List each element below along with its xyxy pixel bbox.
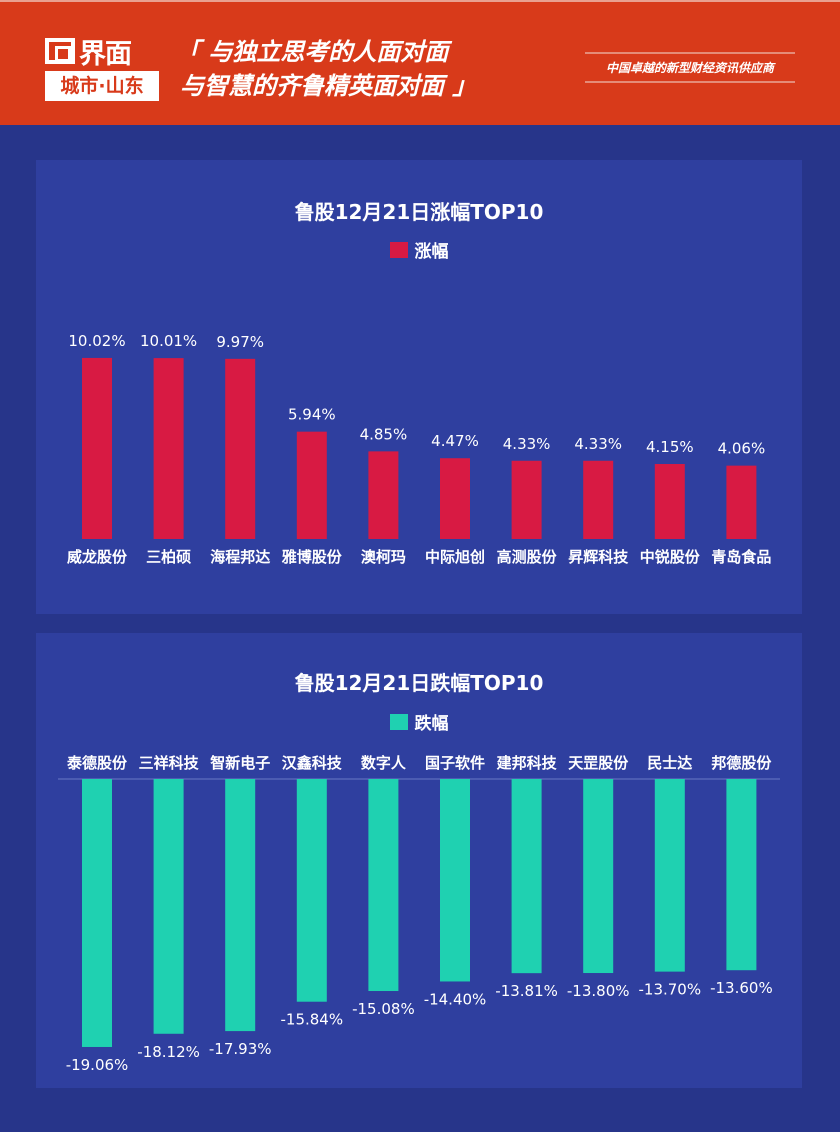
category-label: 澳柯玛 (361, 548, 406, 566)
data-label: 4.33% (574, 435, 622, 453)
bar (726, 465, 757, 539)
bar (440, 779, 470, 982)
category-label: 青岛食品 (711, 548, 771, 566)
bar (654, 464, 685, 539)
data-label: 10.01% (140, 332, 197, 350)
loss-chart-title: 鲁股12月21日跌幅TOP10 (294, 671, 544, 695)
data-label: 4.85% (360, 425, 408, 443)
category-label: 中锐股份 (640, 548, 701, 566)
data-label: -18.12% (137, 1043, 200, 1061)
data-label: -13.81% (495, 982, 558, 1000)
bar (296, 431, 327, 539)
category-label: 三祥科技 (139, 754, 200, 772)
bar (583, 779, 614, 974)
data-label: 10.02% (68, 332, 125, 350)
category-label: 天罡股份 (568, 754, 629, 772)
legend-swatch (389, 241, 408, 258)
data-label: -14.40% (424, 990, 487, 1008)
data-label: -19.06% (66, 1056, 129, 1074)
category-label: 建邦科技 (497, 754, 558, 772)
data-label: -13.70% (638, 981, 701, 999)
bar (654, 779, 685, 972)
data-label: -13.60% (710, 979, 773, 997)
data-label: -13.80% (567, 982, 630, 1000)
gain-chart-title: 鲁股12月21日涨幅TOP10 (294, 200, 544, 224)
category-label: 智新电子 (210, 754, 270, 772)
slogan-line-2: 与智慧的齐鲁精英面对面 」 (180, 72, 477, 100)
category-label: 高测股份 (497, 548, 558, 566)
bar (368, 451, 399, 539)
category-label: 汉鑫科技 (282, 754, 343, 772)
category-label: 民士达 (647, 754, 692, 772)
category-label: 三柏硕 (146, 548, 191, 566)
bar (225, 779, 256, 1032)
legend-label: 跌幅 (414, 714, 449, 734)
bar (511, 460, 542, 539)
data-label: -17.93% (209, 1040, 272, 1058)
category-label: 国子软件 (425, 754, 485, 772)
legend-swatch (389, 713, 408, 730)
header: 界面 城市·山东 「 与独立思考的人面对面 与智慧的齐鲁精英面对面 」 中国卓越… (0, 0, 840, 125)
bar (153, 358, 184, 539)
bar (368, 779, 399, 992)
loss-chart-panel: 鲁股12月21日跌幅TOP10 跌幅 -19.06% 泰德股份 -18.12% 三祥科… (36, 633, 802, 1088)
bar (511, 779, 542, 974)
category-label: 泰德股份 (66, 754, 128, 772)
data-label: -15.84% (280, 1011, 343, 1029)
logo-icon (45, 38, 75, 64)
gain-chart-panel: 鲁股12月21日涨幅TOP10 涨幅 10.02% 威龙股份 10.01% 三柏硕 9.… (36, 160, 802, 614)
logo-name: 界面 (79, 38, 132, 70)
loss-chart: -19.06% 泰德股份 -18.12% 三祥科技 -17.93% 智新电子 -15.84%… (58, 754, 780, 1074)
data-label: 4.15% (646, 438, 694, 456)
gain-chart: 10.02% 威龙股份 10.01% 三柏硕 9.97% 海程邦达 5.94% 雅博股份 4.8… (67, 332, 771, 566)
category-label: 威龙股份 (67, 548, 128, 566)
bar (82, 779, 112, 1047)
data-label: 9.97% (216, 333, 264, 351)
category-label: 海程邦达 (210, 548, 270, 566)
data-label: 5.94% (288, 406, 336, 424)
gain-legend: 涨幅 (36, 237, 802, 262)
bar (583, 460, 614, 539)
bar (82, 357, 112, 539)
logo: 界面 城市·山东 (45, 35, 159, 101)
data-label: 4.06% (718, 440, 766, 458)
data-label: -15.08% (352, 1000, 415, 1018)
bar (440, 458, 470, 539)
data-label: 4.47% (431, 432, 479, 450)
category-label: 数字人 (361, 754, 407, 772)
category-label: 邦德股份 (711, 754, 772, 772)
data-label: 4.33% (503, 435, 551, 453)
slogan-line-1: 「 与独立思考的人面对面 (176, 38, 449, 66)
tagline: 中国卓越的新型财经资讯供应商 (585, 52, 795, 83)
bar (153, 779, 184, 1034)
bar (225, 358, 256, 539)
bar (726, 779, 757, 971)
logo-city: 城市·山东 (45, 71, 159, 101)
legend-label: 涨幅 (414, 242, 449, 262)
slogan: 「 与独立思考的人面对面 与智慧的齐鲁精英面对面 」 (176, 35, 476, 103)
category-label: 雅博股份 (281, 548, 343, 566)
bar (296, 779, 327, 1002)
category-label: 中际旭创 (425, 548, 485, 566)
category-label: 昇辉科技 (568, 548, 629, 566)
loss-legend: 跌幅 (36, 709, 802, 734)
